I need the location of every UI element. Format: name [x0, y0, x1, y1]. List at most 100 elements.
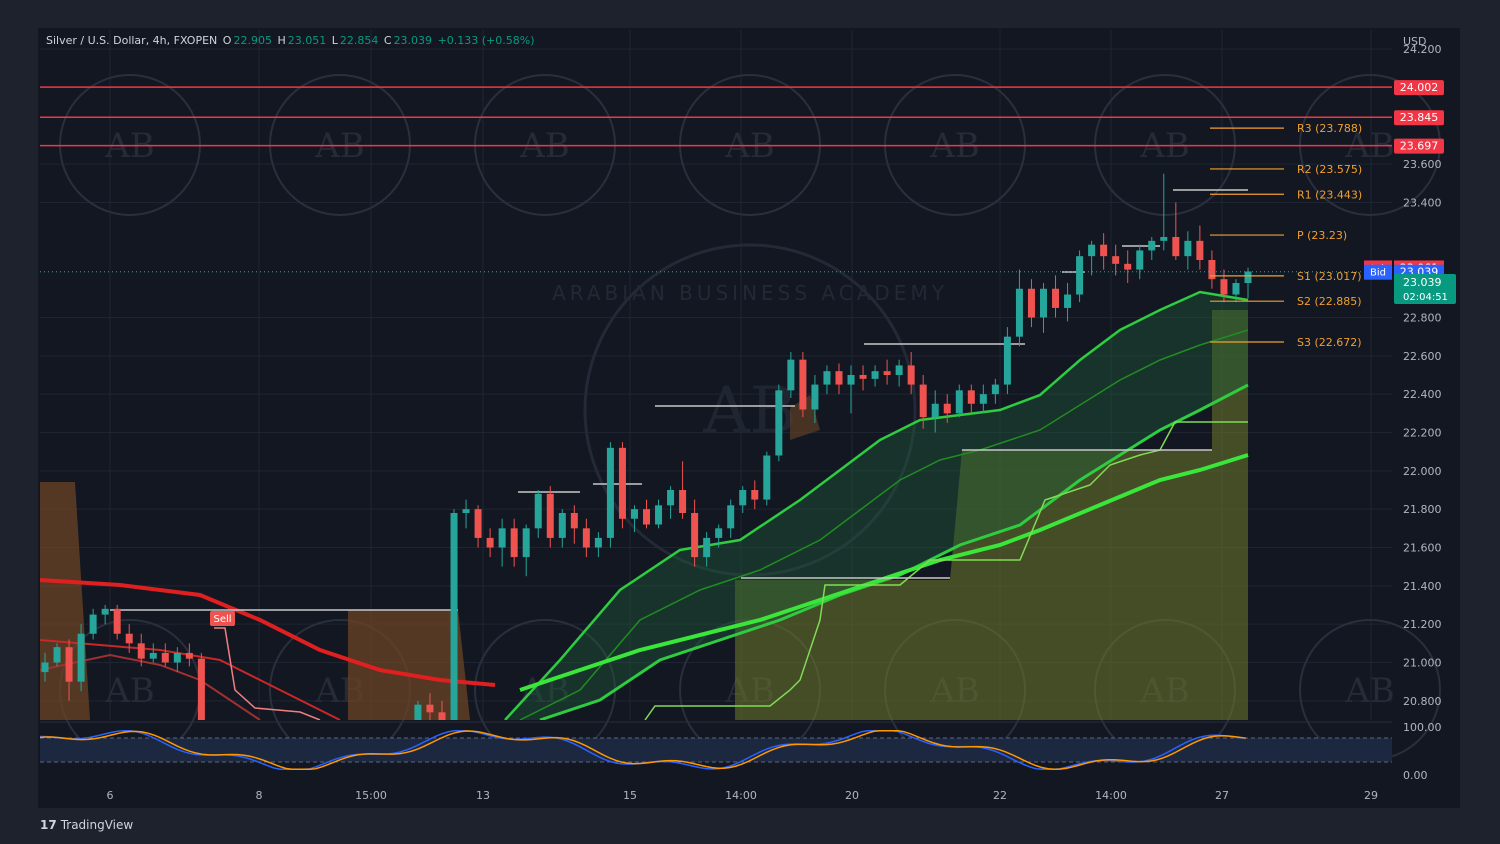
open-value: 22.905: [233, 34, 272, 47]
candle-body: [1196, 240, 1204, 260]
candle-body: [763, 455, 771, 500]
candle-body: [558, 513, 566, 538]
currency-label: USD: [1403, 35, 1427, 48]
watermark-mark: AB: [702, 374, 796, 448]
candle-body: [173, 652, 181, 663]
high-label: H: [277, 34, 286, 47]
candle-body: [65, 647, 73, 682]
last-price-tag: [1394, 274, 1456, 304]
sell-zone: [348, 610, 470, 720]
candle-body: [486, 537, 494, 548]
candle-body: [1220, 279, 1228, 295]
pivot-label: R2 (23.575): [1297, 163, 1362, 176]
ema-red-thick: [40, 578, 496, 687]
candle-body: [967, 390, 975, 404]
sell-signal-label: Sell: [213, 614, 231, 625]
candle-body: [847, 375, 855, 385]
candle-body: [161, 652, 169, 663]
y-tick-label: 23.600: [1403, 158, 1442, 171]
candle-body: [630, 509, 638, 519]
candle-body: [426, 704, 434, 713]
pivot-label: S1 (23.017): [1297, 270, 1362, 283]
candle-body: [727, 505, 735, 529]
close-value: 23.039: [393, 34, 433, 47]
brand-name: TradingView: [60, 818, 134, 832]
resistance-label: 23.845: [1400, 111, 1439, 124]
trailing-stop-red: [214, 627, 321, 720]
x-tick-label: 15: [623, 789, 637, 802]
candle-body: [594, 537, 602, 548]
x-tick-label: 15:00: [355, 789, 387, 802]
x-tick-label: 13: [476, 789, 490, 802]
tradingview-brand[interactable]: 17 TradingView: [40, 818, 133, 832]
candle-body: [402, 728, 409, 732]
y-tick-label: 22.000: [1403, 465, 1442, 478]
candle-body: [1160, 237, 1168, 241]
candle-body: [1027, 288, 1035, 318]
candle-body: [137, 643, 145, 659]
x-tick-label: 6: [107, 789, 114, 802]
support-zone: [735, 310, 1248, 720]
resistance-label: 24.002: [1400, 81, 1439, 94]
tradingview-logo-icon: 17: [40, 818, 57, 832]
pivot-label: R1 (23.443): [1297, 188, 1362, 201]
candle-body: [859, 375, 867, 379]
candle-body: [739, 490, 747, 506]
candle-body: [113, 608, 121, 634]
ema-green-mid: [519, 329, 1249, 720]
resistance-price-tag: [1394, 80, 1444, 96]
ema-red: [40, 639, 341, 720]
candle-body: [919, 384, 927, 418]
candle-body: [1076, 256, 1084, 295]
candle-body: [414, 704, 422, 720]
candle-body: [77, 633, 85, 682]
x-tick-label: 27: [1215, 789, 1229, 802]
candle-body: [618, 447, 626, 519]
countdown-timer: 02:04:51: [1403, 292, 1448, 303]
y-tick-label: 20.800: [1403, 695, 1442, 708]
candle-body: [943, 403, 951, 414]
close-label: C: [383, 34, 392, 47]
candle-body: [751, 490, 759, 500]
candle-body: [1052, 288, 1060, 308]
candle-body: [53, 647, 61, 663]
candle-body: [546, 493, 554, 538]
x-tick-label: 22: [993, 789, 1007, 802]
candle-body: [1184, 240, 1192, 257]
candle-body: [149, 652, 157, 659]
symbol-name: Silver / U.S. Dollar, 4h, FXOPEN: [46, 34, 218, 47]
candle-body: [667, 490, 675, 506]
oscillator-tick-label: 0.00: [1403, 769, 1428, 782]
candle-body: [835, 371, 843, 385]
candle-body: [895, 365, 903, 375]
sell-zone: [40, 482, 90, 720]
watermark-text: ARABIAN BUSINESS ACADEMY: [552, 281, 948, 305]
candle-body: [510, 528, 518, 558]
x-tick-label: 14:00: [1095, 789, 1127, 802]
candle-body: [1100, 244, 1108, 257]
watermark-circle: [583, 243, 917, 577]
candle-body: [1172, 237, 1180, 257]
ema-red-thin: [40, 653, 261, 720]
y-tick-label: 22.400: [1403, 388, 1442, 401]
candle-body: [1148, 240, 1156, 251]
watermark-mark: AB: [104, 671, 155, 711]
y-tick-label: 22.600: [1403, 350, 1442, 363]
candle-body: [438, 712, 446, 720]
y-tick-label: 21.600: [1403, 542, 1442, 555]
candle-body: [703, 537, 711, 558]
low-label: L: [331, 34, 338, 47]
candle-body: [1208, 260, 1216, 280]
candle-body: [534, 493, 542, 529]
candle-body: [799, 359, 807, 410]
candle-body: [89, 614, 97, 634]
symbol-header: Silver / U.S. Dollar, 4h, FXOPEN O 22.905…: [46, 34, 537, 47]
y-tick-label: 23.400: [1403, 197, 1442, 210]
last-price: 23.039: [1403, 276, 1442, 289]
candle-body: [979, 394, 987, 404]
candle-body: [775, 390, 783, 456]
candle-body: [1232, 283, 1240, 295]
low-value: 22.854: [339, 34, 379, 47]
candle-body: [655, 505, 663, 525]
